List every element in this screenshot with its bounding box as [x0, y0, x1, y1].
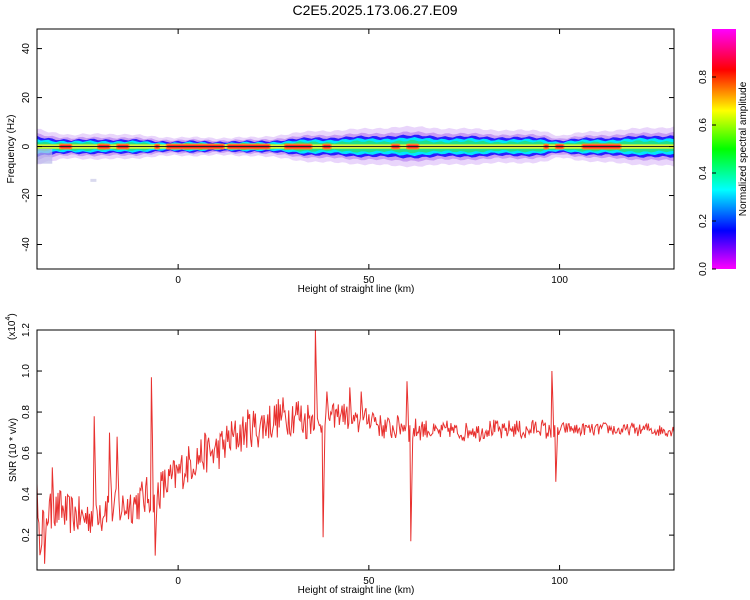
y-tick-label: 40 — [21, 43, 32, 55]
y-tick-label: 0 — [21, 143, 32, 149]
x-tick-label: 100 — [551, 275, 568, 286]
snr-frame — [36, 329, 675, 571]
band-speck — [90, 178, 97, 182]
colorbar-tick-label: 0.0 — [698, 262, 709, 276]
colorbar: 0.0 0.2 0.4 0.6 0.8 Normalized spectral ampl… — [698, 29, 749, 276]
band-tail — [37, 149, 53, 164]
y-tick-label: 1.2 — [21, 323, 32, 337]
colorbar-tick-label: 0.4 — [698, 166, 709, 180]
spectral-band — [37, 125, 674, 182]
y-tick-label: 0.6 — [21, 446, 32, 460]
colorbar-tick-label: 0.2 — [698, 214, 709, 228]
colorbar-tick-label: 0.8 — [698, 70, 709, 84]
spectrogram-x-axis-label: Height of straight line (km) — [298, 284, 415, 295]
snr-x-axis-label: Height of straight line (km) — [298, 585, 415, 596]
spectrogram-ticks: 0 50 100 -40 -20 0 20 40 — [21, 29, 674, 286]
colorbar-ticks: 0.0 0.2 0.4 0.6 0.8 — [698, 70, 716, 276]
y-tick-label: -40 — [21, 237, 32, 252]
figure-title: C2E5.2025.173.06.27.E09 — [292, 2, 457, 18]
spectrogram-frame — [36, 28, 675, 270]
x-tick-label: 50 — [363, 576, 375, 587]
snr-panel: 0 50 100 0.2 0.4 0.6 0.8 1.0 1.2 Height of strai… — [5, 313, 675, 596]
snr-multiplier-suffix: ) — [7, 313, 18, 316]
spectrogram-y-axis-label: Frequency (Hz) — [6, 115, 17, 184]
snr-multiplier: (x104) — [5, 313, 18, 340]
snr-series-line — [37, 330, 674, 564]
x-tick-label: 100 — [551, 576, 568, 587]
y-tick-label: 1.0 — [21, 364, 32, 378]
snr-y-axis-label: SNR (10 * v/v) — [8, 418, 19, 482]
y-tick-label: 0.2 — [21, 528, 32, 542]
svg-text:(x104): (x104) — [5, 313, 18, 340]
x-tick-label: 50 — [363, 275, 375, 286]
colorbar-gradient — [712, 29, 736, 269]
snr-multiplier-exponent: 4 — [5, 317, 12, 321]
snr-multiplier-base: (x10 — [7, 320, 18, 340]
spectrogram-panel: 0 50 100 -40 -20 0 20 40 Height of straight lin… — [6, 28, 675, 295]
x-tick-label: 0 — [175, 275, 181, 286]
x-tick-label: 0 — [175, 576, 181, 587]
y-tick-label: 0.4 — [21, 487, 32, 501]
y-tick-label: -20 — [21, 188, 32, 203]
y-tick-label: 20 — [21, 92, 32, 104]
snr-ticks: 0 50 100 0.2 0.4 0.6 0.8 1.0 1.2 — [21, 323, 674, 587]
y-tick-label: 0.8 — [21, 405, 32, 419]
colorbar-label: Normalized spectral amplitude — [738, 81, 749, 216]
colorbar-tick-label: 0.6 — [698, 118, 709, 132]
